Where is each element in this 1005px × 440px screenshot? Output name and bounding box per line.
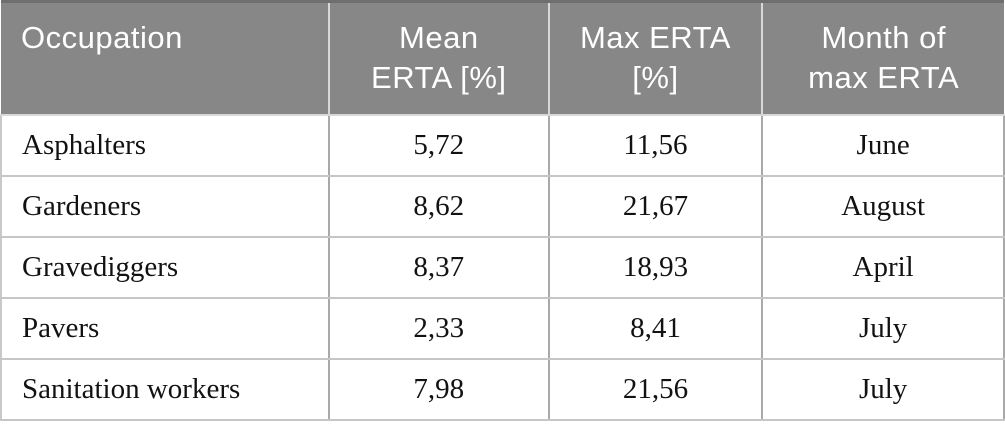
month-of-max-cell: July <box>762 297 1005 360</box>
table-row-gravediggers: Gravediggers 8,37 18,93 April <box>0 236 1005 299</box>
max-erta-cell: 21,67 <box>548 175 764 238</box>
mean-erta-cell: 7,98 <box>328 358 550 421</box>
erta-table-container: Occupation Mean ERTA [%] Max ERTA [%] Mo… <box>0 0 1005 421</box>
column-header-month-of-max-erta: Month of max ERTA <box>762 0 1004 116</box>
table-row-asphalters: Asphalters 5,72 11,56 June <box>0 114 1005 177</box>
occupation-cell: Asphalters <box>0 114 330 177</box>
month-of-max-cell: August <box>762 175 1005 238</box>
column-header-mean-erta: Mean ERTA [%] <box>328 0 550 116</box>
mean-erta-cell: 8,62 <box>328 175 550 238</box>
month-of-max-cell: April <box>762 236 1005 299</box>
column-header-max-erta: Max ERTA [%] <box>548 0 764 116</box>
max-erta-cell: 8,41 <box>548 297 764 360</box>
column-header-max-erta-line1: Max ERTA <box>579 20 731 55</box>
column-header-occupation: Occupation <box>1 0 330 116</box>
occupation-cell: Pavers <box>0 297 330 360</box>
max-erta-cell: 18,93 <box>548 236 764 299</box>
occupation-cell: Sanitation workers <box>0 358 330 421</box>
column-header-max-erta-line2: [%] <box>632 60 679 95</box>
max-erta-cell: 11,56 <box>548 114 764 177</box>
table-row-gardeners: Gardeners 8,62 21,67 August <box>0 175 1005 238</box>
column-header-mean-erta-line2: ERTA [%] <box>371 60 507 95</box>
table-body: Asphalters 5,72 11,56 June Gardeners 8,6… <box>0 114 1005 421</box>
column-header-occupation-label: Occupation <box>21 20 183 55</box>
max-erta-cell: 21,56 <box>548 358 764 421</box>
table-header-row: Occupation Mean ERTA [%] Max ERTA [%] Mo… <box>1 0 1004 116</box>
occupation-cell: Gravediggers <box>0 236 330 299</box>
column-header-month-line2: max ERTA <box>808 60 960 95</box>
table-row-pavers: Pavers 2,33 8,41 July <box>0 297 1005 360</box>
erta-summary-table: Occupation Mean ERTA [%] Max ERTA [%] Mo… <box>0 0 1005 421</box>
column-header-mean-erta-line1: Mean <box>399 20 479 55</box>
column-header-month-line1: Month of <box>821 20 946 55</box>
occupation-cell: Gardeners <box>0 175 330 238</box>
month-of-max-cell: July <box>762 358 1005 421</box>
mean-erta-cell: 5,72 <box>328 114 550 177</box>
month-of-max-cell: June <box>762 114 1005 177</box>
mean-erta-cell: 8,37 <box>328 236 550 299</box>
table-row-sanitation-workers: Sanitation workers 7,98 21,56 July <box>0 358 1005 421</box>
mean-erta-cell: 2,33 <box>328 297 550 360</box>
